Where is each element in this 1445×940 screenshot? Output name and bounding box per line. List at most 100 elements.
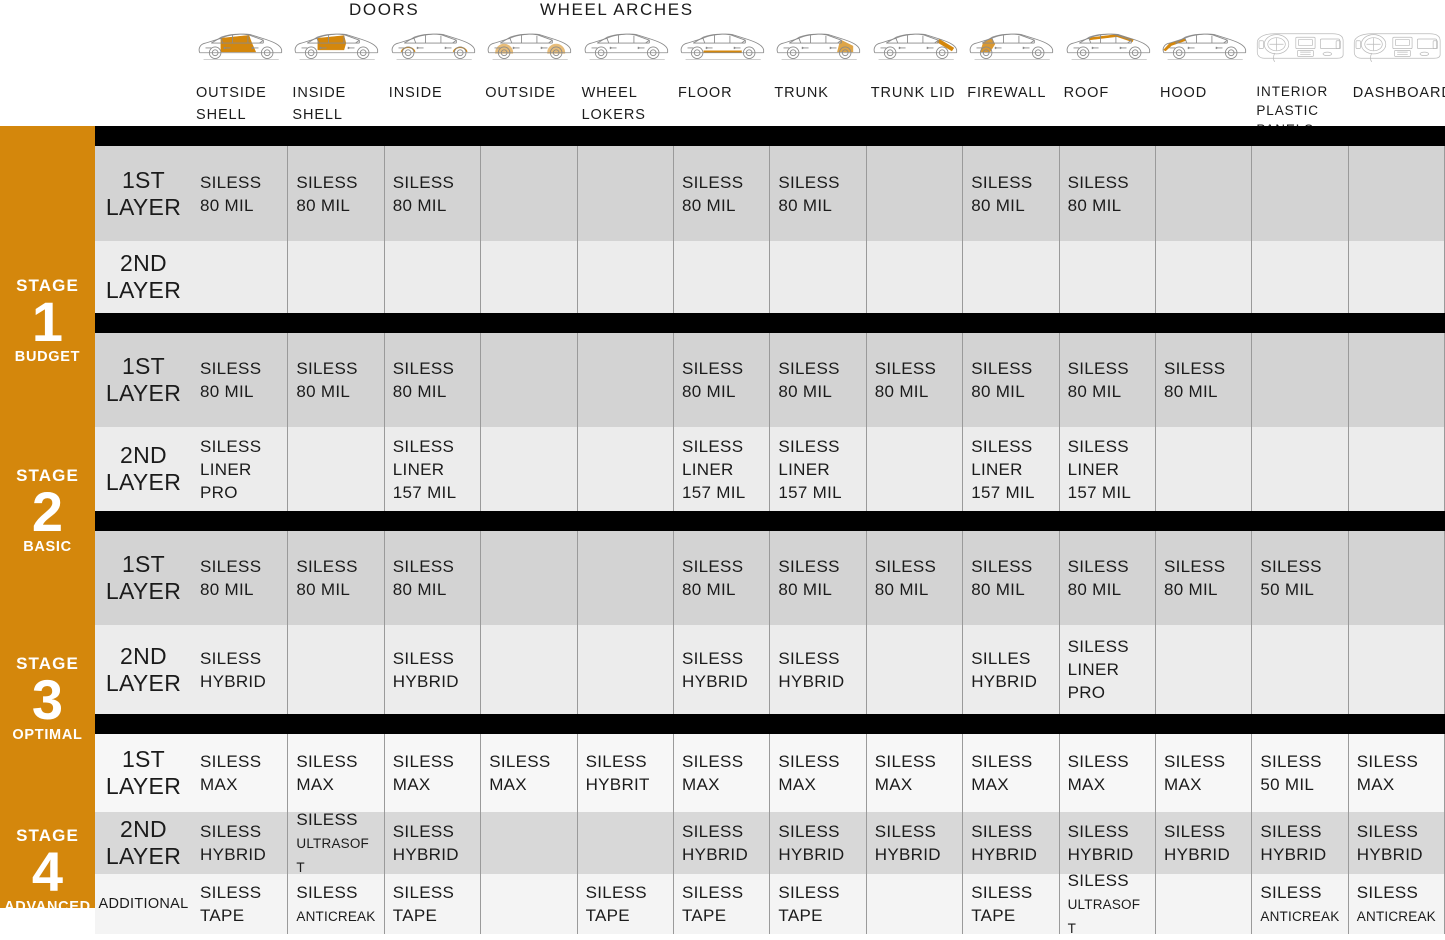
matrix-cell-text: SILESS 80 MIL: [296, 359, 358, 401]
stage-4-label: STAGE 4 ADVANCED: [0, 826, 95, 916]
matrix-cell-text: SILESS 80 MIL: [392, 172, 455, 215]
matrix-cell: SILESS 80 MIL: [867, 333, 964, 427]
column-group-labels: DOORS WHEEL ARCHES: [0, 0, 1445, 22]
column-header-label: WHEEL LOKERS: [581, 85, 646, 123]
layer-label: 2ND LAYER: [105, 816, 182, 869]
matrix-cell: [867, 241, 964, 313]
matrix-cell: SILESS LINER 157 MIL: [385, 427, 482, 511]
matrix-cell-text: SILESS LINER 157 MIL: [392, 436, 457, 502]
matrix-cell: SILESS 80 MIL: [1060, 531, 1156, 625]
matrix-cell: SILESS 80 MIL: [385, 333, 482, 427]
matrix-cell: SILESS MAX: [674, 734, 771, 812]
stage-subtitle: BASIC: [23, 539, 72, 555]
matrix-cell: SILESS HYBRID: [192, 812, 289, 874]
matrix-cell-text: SILESS ULTRASOFT: [1067, 870, 1141, 936]
matrix-cell: SILESS 80 MIL: [192, 531, 289, 625]
column-header-firewall: FIREWALL: [963, 22, 1059, 126]
layer-row: 1ST LAYER SILESS 80 MIL SILESS 80 MIL SILESS 80…: [95, 146, 1445, 241]
matrix-cell-text: SILESS 80 MIL: [971, 172, 1033, 215]
matrix-cell-text: SILLES HYBRID: [971, 648, 1038, 691]
column-header-label: FLOOR: [678, 85, 733, 101]
layer-row: 2ND LAYER: [95, 241, 1445, 313]
stage-number: 2: [31, 480, 64, 543]
matrix-cell-text: SILESS 80 MIL: [1164, 557, 1226, 599]
matrix-cell-text: SILESS HYBRID: [682, 822, 749, 864]
matrix-cell-text: SILESS TAPE: [682, 883, 744, 925]
matrix-cell-text: SILESS 80 MIL: [392, 557, 455, 599]
matrix-cell: SILESS 80 MIL: [963, 333, 1060, 427]
matrix-cell: [481, 333, 578, 427]
stage-number: 4: [31, 840, 64, 903]
layer-label: 1ST LAYER: [105, 166, 182, 220]
matrix-cell-text: SILESS LINER 157 MIL: [971, 436, 1035, 502]
matrix-cell: SILESS MAX: [1349, 734, 1445, 812]
column-header-interior-plastic: INTERIOR PLASTIC PANELS: [1252, 22, 1348, 137]
car-side-wheel-lokers-icon: [578, 22, 674, 75]
matrix-cell: SILESS 80 MIL: [288, 146, 385, 241]
matrix-cell: SILESS MAX: [192, 734, 289, 812]
matrix-cell: [1349, 241, 1445, 313]
matrix-cell: SILESS 80 MIL: [770, 146, 867, 241]
stage-1-label: STAGE 1 BUDGET: [0, 276, 95, 366]
matrix-cell-text: SILESS HYBRID: [778, 648, 845, 691]
matrix-cell-text: SILESS TAPE: [585, 883, 647, 925]
matrix-cell: [385, 241, 482, 313]
matrix-cell: SILESS HYBRID: [1349, 812, 1445, 874]
matrix-cell: [578, 625, 674, 714]
matrix-cell: [578, 812, 674, 874]
matrix-cell: SILESS LINER 157 MIL: [770, 427, 867, 511]
layer-label-cell: 1ST LAYER: [95, 333, 192, 427]
matrix-cell: SILESS 80 MIL: [1156, 333, 1253, 427]
layer-label: 1ST LAYER: [105, 746, 182, 799]
matrix-cell-text: SILESS 80 MIL: [296, 557, 358, 599]
layer-label-cell: 2ND LAYER: [95, 241, 192, 313]
matrix-cell: [288, 625, 385, 714]
matrix-cell-text: SILESS 80 MIL: [778, 557, 840, 599]
matrix-cell-text: SILESS LINER 157 MIL: [778, 436, 842, 502]
matrix-cell: [1156, 874, 1253, 934]
matrix-cell: SILESS ULTRASOFT: [1060, 871, 1156, 936]
matrix-cell-text: SILESS HYBRID: [200, 648, 267, 691]
matrix-cell-text: SILESS 80 MIL: [200, 557, 262, 599]
column-header-doors-outside-shell: OUTSIDE SHELL: [192, 22, 288, 126]
matrix-cell: SILESS MAX: [1060, 734, 1156, 812]
matrix-cell: SILESS 80 MIL: [674, 146, 771, 241]
matrix-cell-text: SILESS 80 MIL: [1164, 359, 1226, 401]
matrix-cell: SILESS TAPE: [674, 874, 771, 934]
matrix-cell: SILESS 80 MIL: [385, 531, 482, 625]
matrix-cell: SILESS MAX: [481, 734, 578, 812]
matrix-cell-text: SILESS 80 MIL: [682, 359, 744, 401]
car-side-trunk-icon: [770, 22, 866, 75]
layer-label-cell: 2ND LAYER: [95, 427, 192, 511]
matrix-cell-text: SILESS 80 MIL: [778, 172, 840, 215]
matrix-cell: [481, 427, 578, 511]
column-header-label: INTERIOR PLASTIC PANELS: [1256, 84, 1329, 137]
matrix-cell-text: SILESS 80 MIL: [971, 557, 1033, 599]
car-side-doors-outside-icon: [192, 22, 288, 75]
matrix-cell: [867, 146, 964, 241]
matrix-cell: SILESS 80 MIL: [288, 333, 385, 427]
stage-number: 1: [31, 290, 64, 353]
matrix-cell-text: SILESS HYBRID: [1356, 822, 1423, 864]
column-header-label: FIREWALL: [967, 85, 1047, 101]
matrix-cell: SILESS HYBRID: [1156, 812, 1253, 874]
layer-row: 1ST LAYER SILESS 80 MIL SILESS 80 MIL SILESS 80…: [95, 531, 1445, 625]
column-group-label-doors: DOORS: [349, 0, 420, 19]
matrix-cell: [1252, 625, 1349, 714]
matrix-cell-text: SILESS HYBRID: [1067, 822, 1134, 864]
matrix-cell: [481, 625, 578, 714]
matrix-cell: SILESS HYBRID: [674, 812, 771, 874]
matrix-cell-text: SILESS MAX: [778, 752, 840, 794]
column-header-roof: ROOF: [1060, 22, 1156, 126]
matrix-cell: SILESS 80 MIL: [674, 531, 771, 625]
car-side-firewall-icon: [963, 22, 1059, 75]
column-header-wheel-lokers: WHEEL LOKERS: [578, 22, 674, 126]
matrix-cell: SILESS TAPE: [578, 874, 674, 934]
column-header-doors-inside-shell: INSIDE SHELL: [288, 22, 384, 126]
car-dashboard-panels-icon: [1252, 22, 1348, 75]
matrix-cell-text: SILESS HYBRID: [971, 822, 1038, 864]
stage-separator-band: [95, 313, 1445, 333]
matrix-cell: SILESS TAPE: [770, 874, 867, 934]
stage-word: STAGE: [16, 826, 79, 845]
stage-3-label: STAGE 3 OPTIMAL: [0, 654, 95, 744]
